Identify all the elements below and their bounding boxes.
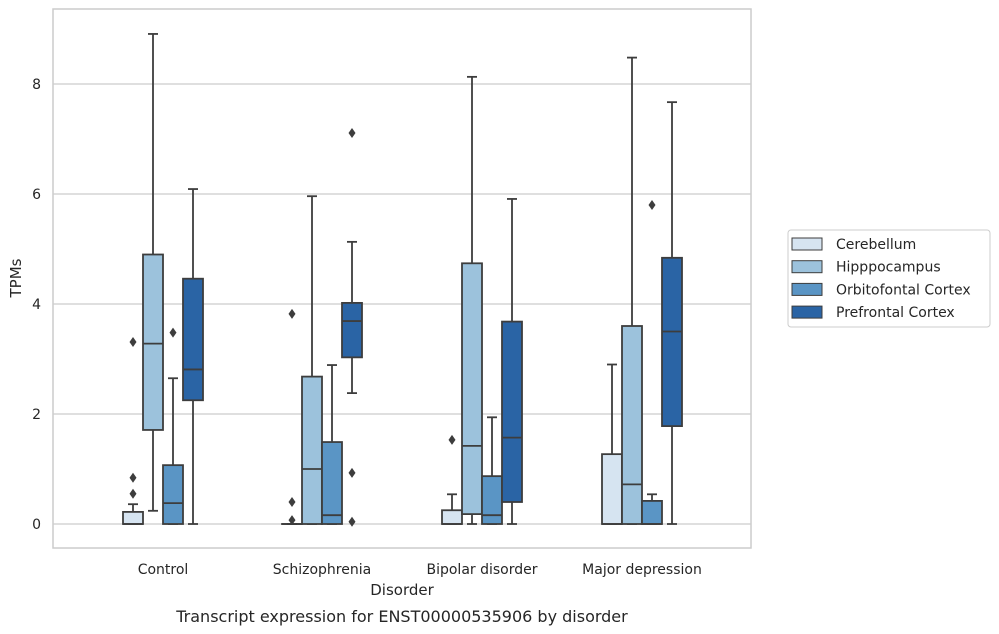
box-body	[661, 256, 683, 427]
box	[481, 416, 503, 525]
legend-frame	[787, 229, 991, 328]
x-tick-labels: Control Schizophrenia Bipolar disorder Majo…	[138, 562, 702, 578]
legend-item: Prefrontal Cortex	[791, 305, 955, 321]
y-tick-label: 2	[32, 407, 41, 423]
box	[142, 33, 164, 512]
legend-swatch	[791, 260, 823, 274]
outlier-point	[448, 434, 456, 445]
box	[301, 195, 323, 525]
outlier-point	[129, 488, 137, 499]
y-axis-label: TPMs	[7, 258, 25, 298]
x-tick-label: Major depression	[582, 562, 702, 578]
box-body	[501, 320, 523, 503]
box-body	[321, 441, 343, 525]
marks-layer	[122, 33, 683, 527]
y-tick-label: 8	[32, 77, 41, 93]
y-tick-labels: 0 2 4 6 8	[32, 77, 41, 533]
legend-label: Cerebellum	[836, 237, 916, 253]
box-body	[641, 499, 663, 525]
outlier-point	[129, 336, 137, 347]
box	[621, 56, 643, 525]
series-hipppocampus	[142, 33, 643, 525]
y-tick-label: 0	[32, 517, 41, 533]
box	[641, 200, 663, 525]
legend-item: Orbitofontal Cortex	[791, 282, 971, 298]
box	[162, 327, 184, 525]
legend-swatch	[791, 237, 823, 251]
series-cerebellum	[122, 308, 623, 526]
x-tick-label: Schizophrenia	[273, 562, 371, 578]
box	[441, 434, 463, 525]
x-tick-label: Bipolar disorder	[426, 562, 537, 578]
y-tick-label: 6	[32, 187, 41, 203]
legend-label: Prefrontal Cortex	[836, 305, 955, 321]
box-body	[441, 509, 463, 525]
outlier-point	[348, 127, 356, 138]
outlier-point	[169, 327, 177, 338]
box	[601, 363, 623, 525]
box-body	[621, 325, 643, 525]
box	[321, 364, 343, 525]
outlier-point	[288, 497, 296, 507]
plot-frame	[52, 8, 752, 549]
box	[501, 198, 523, 525]
box-body	[122, 510, 144, 525]
box	[461, 75, 483, 525]
series-prefrontal-cortex	[182, 101, 683, 527]
box-body	[341, 301, 363, 359]
box-body	[301, 375, 323, 525]
box	[661, 101, 683, 525]
box	[281, 308, 303, 526]
legend: Cerebellum Hipppocampus Orbitofontal Corte…	[787, 229, 991, 328]
outlier-point	[129, 472, 137, 483]
legend-item: Hipppocampus	[791, 260, 941, 276]
box	[122, 336, 144, 525]
outlier-point	[348, 467, 356, 478]
legend-label: Orbitofontal Cortex	[836, 282, 971, 298]
outlier-point	[288, 515, 296, 526]
box	[341, 127, 363, 527]
box	[182, 188, 204, 525]
chart-title: Transcript expression for ENST0000053590…	[175, 607, 628, 626]
box-body	[461, 262, 483, 515]
outlier-point	[288, 308, 296, 319]
legend-swatch	[791, 305, 823, 319]
outlier-point	[348, 516, 356, 527]
box-body	[481, 475, 503, 525]
x-axis-label: Disorder	[370, 581, 434, 599]
box-body	[162, 464, 184, 525]
outlier-point	[648, 200, 656, 210]
y-tick-label: 4	[32, 297, 41, 313]
legend-item: Cerebellum	[791, 237, 916, 253]
box-body	[182, 277, 204, 402]
box-body	[601, 453, 623, 525]
legend-swatch	[791, 282, 823, 296]
legend-label: Hipppocampus	[836, 260, 941, 276]
box-body	[142, 253, 164, 431]
x-tick-label: Control	[138, 562, 189, 578]
series-orbitofontal-cortex	[162, 200, 663, 525]
legend-items: Cerebellum Hipppocampus Orbitofontal Corte…	[791, 237, 971, 321]
